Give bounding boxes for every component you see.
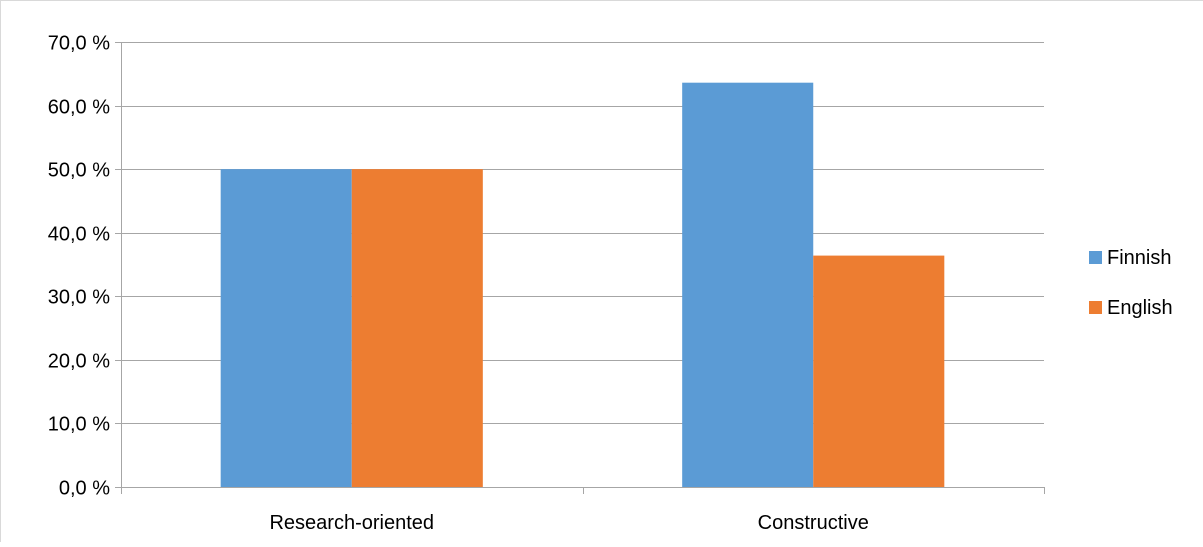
y-tick-label: 40,0 % [48,224,110,246]
bar-finnish-2 [682,82,814,487]
y-tick-label: 20,0 % [48,351,110,373]
bar-finnish-1 [220,169,352,487]
y-tick-label: 70,0 % [48,33,110,55]
y-tick-label: 50,0 % [48,160,110,182]
bars [220,82,945,487]
y-tick-label: 30,0 % [48,287,110,309]
legend-label-english: English [1107,297,1173,319]
legend-swatch-finnish [1089,251,1102,264]
axes [115,42,1045,494]
x-tick-labels: Research-oriented Constructive [269,512,868,534]
legend-label-finnish: Finnish [1107,247,1171,269]
x-tick-label: Research-oriented [269,512,434,534]
legend: Finnish English [1089,247,1173,319]
x-tick-label: Constructive [758,512,869,534]
bar-english-1 [351,169,483,487]
y-tick-label: 60,0 % [48,97,110,119]
bar-english-2 [813,255,945,487]
y-tick-label: 0,0 % [59,478,110,500]
y-tick-labels: 0,0 % 10,0 % 20,0 % 30,0 % 40,0 % 50,0 % 60,0 … [48,33,110,500]
legend-swatch-english [1089,301,1102,314]
y-tick-label: 10,0 % [48,414,110,436]
